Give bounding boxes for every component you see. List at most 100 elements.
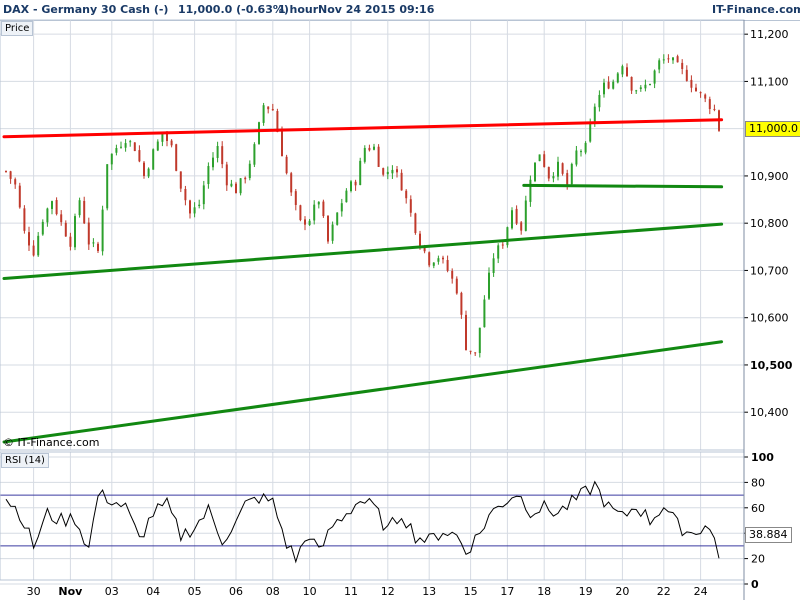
- candle-body: [658, 60, 661, 70]
- time-tick-label: 11: [344, 585, 358, 598]
- candle-body: [589, 122, 592, 142]
- candle-body: [350, 181, 352, 192]
- candle-body: [110, 153, 113, 165]
- candle-body: [271, 109, 274, 111]
- rsi-line: [5, 480, 720, 564]
- time-tick-label: 08: [266, 585, 280, 598]
- candle-body: [621, 66, 624, 75]
- candle-body: [543, 154, 546, 167]
- candle-body: [506, 227, 509, 246]
- price-tick-label: 11,200: [750, 28, 789, 41]
- candle-body: [400, 172, 403, 191]
- candle-body: [442, 257, 444, 260]
- candle-body: [681, 62, 684, 70]
- candle-body: [391, 169, 394, 174]
- candle-body: [276, 111, 279, 133]
- candle-body: [244, 177, 247, 180]
- candle-body: [262, 105, 265, 123]
- candle-body: [676, 56, 679, 63]
- candle-body: [483, 299, 486, 328]
- candle-body: [235, 183, 237, 194]
- candle-body: [469, 350, 472, 352]
- candle-body: [580, 151, 582, 153]
- candle-body: [83, 200, 86, 224]
- price-tick-label: 11,100: [750, 75, 789, 88]
- candle-body: [538, 154, 541, 162]
- time-tick-label: 22: [657, 585, 671, 598]
- candle-body: [520, 222, 523, 231]
- price-tick-label: 10,800: [750, 217, 789, 230]
- candle-body: [258, 122, 260, 144]
- candle-body: [14, 179, 17, 185]
- candle-body: [690, 79, 693, 88]
- candle-body: [492, 258, 495, 274]
- candle-body: [152, 149, 155, 170]
- time-tick-label: 03: [105, 585, 119, 598]
- candle-body: [396, 169, 398, 173]
- candle-body: [317, 201, 320, 205]
- candle-body: [451, 270, 454, 279]
- candle-body: [465, 314, 467, 351]
- candle-body: [497, 245, 500, 259]
- candle-body: [78, 200, 81, 216]
- candle-body: [299, 205, 302, 221]
- current-price-tag: 11,000.0: [745, 120, 800, 137]
- candle-body: [285, 156, 288, 174]
- candle-body: [340, 203, 343, 212]
- candle-body: [18, 185, 21, 208]
- candle-body: [156, 141, 159, 151]
- candle-body: [97, 243, 99, 251]
- candle-body: [336, 212, 339, 225]
- brand-label: IT-Finance.com: [712, 3, 800, 16]
- candle-body: [575, 150, 578, 165]
- price-tick-label: 10,500: [750, 359, 793, 372]
- candle-body: [322, 201, 325, 217]
- candle-body: [474, 352, 477, 354]
- timestamp-label: Nov 24 2015 09:16: [318, 3, 435, 16]
- timeframe-label: 1 hour: [278, 3, 319, 16]
- price-tick-label: 10,700: [750, 264, 789, 277]
- candle-body: [644, 84, 647, 89]
- candle-body: [667, 58, 670, 60]
- candle-body: [106, 164, 109, 209]
- candle-body: [147, 168, 150, 177]
- rsi-grid: [0, 452, 744, 585]
- candle-body: [207, 166, 210, 185]
- candle-body: [133, 142, 136, 152]
- candle-body: [64, 222, 67, 237]
- time-tick-label: 24: [694, 585, 708, 598]
- candle-body: [32, 245, 35, 256]
- candle-body: [239, 178, 242, 194]
- candle-body: [120, 146, 122, 148]
- time-tick-label: 10: [303, 585, 317, 598]
- candle-body: [354, 181, 357, 186]
- time-tick-label: 04: [146, 585, 160, 598]
- candle-body: [382, 168, 385, 175]
- candle-body: [170, 140, 173, 146]
- candle-body: [446, 259, 449, 271]
- candle-body: [161, 133, 164, 142]
- price-axis: 10,400 10,500 10,600 10,700 10,800 10,900 11,1…: [744, 28, 793, 419]
- time-tick-label: 13: [422, 585, 436, 598]
- candle-body: [345, 190, 348, 203]
- candle-body: [281, 131, 283, 157]
- trend-lines: [2, 118, 724, 444]
- candle-body: [368, 147, 371, 151]
- time-tick-label: 12: [381, 585, 395, 598]
- short-support-line: [522, 183, 724, 189]
- title-bar: DAX - Germany 30 Cash (-) 11,000.0 (-0.6…: [0, 0, 800, 21]
- candle-body: [51, 201, 53, 209]
- rsi-series: [5, 480, 720, 564]
- candle-body: [649, 84, 651, 86]
- price-tick-label: 10,600: [750, 312, 789, 325]
- copyright-label: © IT-Finance.com: [3, 436, 100, 449]
- candle-body: [409, 199, 412, 213]
- candle-body: [598, 94, 601, 108]
- candle-body: [704, 94, 707, 99]
- candle-body: [561, 163, 564, 174]
- candle-body: [524, 200, 527, 231]
- candle-body: [308, 220, 311, 226]
- candle-body: [248, 163, 251, 179]
- candle-body: [253, 144, 256, 165]
- candle-body: [685, 69, 688, 81]
